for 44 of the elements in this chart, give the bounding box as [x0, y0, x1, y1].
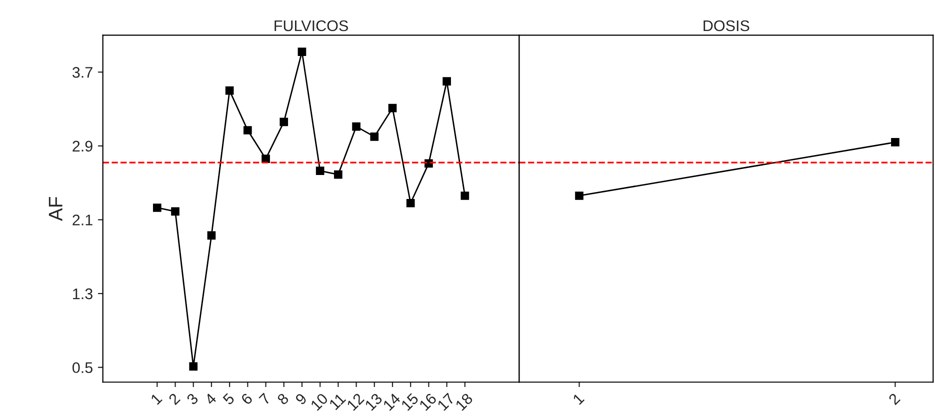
x-tick-label: 11 [328, 392, 346, 410]
x-tick-label: 10 [310, 392, 329, 411]
point [442, 77, 451, 86]
point [171, 207, 180, 216]
x-tick-label: 15 [400, 392, 420, 411]
x-tick-label: 14 [382, 392, 401, 411]
x-tick-label: 16 [418, 392, 438, 411]
point [460, 192, 470, 200]
y-tick-label: 1.3 [73, 288, 92, 300]
y-tick-label: 2.1 [72, 214, 92, 226]
x-tick-label: 1 [150, 392, 162, 405]
chart-title: DOSIS [704, 20, 750, 32]
x-tick-label: 6 [240, 392, 254, 406]
y-tick-label: 0.5 [72, 362, 92, 374]
point [225, 86, 234, 95]
x-tick-label: 17 [436, 392, 456, 411]
point [280, 118, 288, 126]
x-tick-label: 5 [222, 392, 236, 406]
x-tick-label: 2 [888, 392, 900, 406]
x-tick-label: 3 [186, 392, 199, 406]
x-tick-label: 9 [294, 392, 308, 406]
point [352, 122, 360, 131]
y-tick-label: 3.7 [72, 66, 92, 78]
point [189, 362, 198, 371]
x-tick-label: 4 [204, 392, 217, 406]
point [298, 48, 306, 56]
x-tick-label: 8 [276, 392, 290, 406]
x-tick-label: 2 [168, 392, 181, 406]
point [152, 204, 162, 212]
point [316, 166, 324, 175]
point [334, 170, 342, 179]
point [207, 231, 216, 240]
y-tick-label: 2.9 [72, 140, 92, 152]
point [406, 198, 415, 208]
chart-title: FULVICOS [274, 20, 348, 32]
x-tick-label: 13 [364, 392, 383, 411]
x-tick-label: 18 [454, 392, 474, 411]
x-tick-label: 7 [258, 392, 272, 406]
point [388, 104, 397, 112]
point [370, 132, 379, 141]
x-tick-label: 12 [346, 392, 365, 411]
point [244, 126, 252, 134]
x-tick-label: 1 [572, 392, 585, 405]
y-axis-title: AF [48, 197, 62, 222]
